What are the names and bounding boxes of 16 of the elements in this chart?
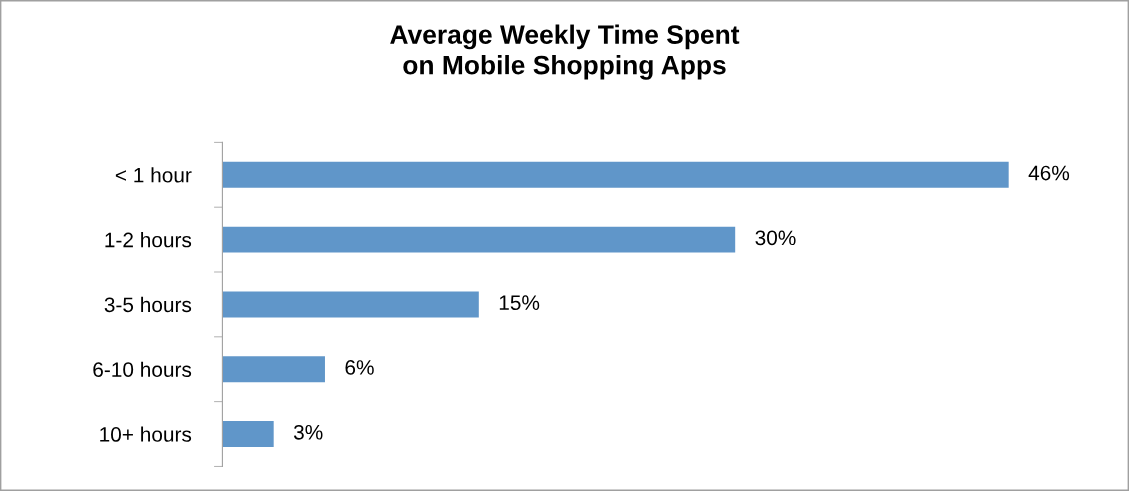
chart-title: Average Weekly Time Spent on Mobile Shopping Apps bbox=[390, 24, 740, 80]
bar bbox=[222, 356, 325, 383]
y-tick-label: 10+ hours bbox=[100, 426, 192, 442]
data-label: 30% bbox=[755, 230, 796, 246]
y-tick-label: 6-10 hours bbox=[93, 361, 192, 377]
bar bbox=[222, 291, 479, 318]
bar bbox=[222, 226, 736, 253]
bar bbox=[222, 161, 1009, 188]
bar bbox=[222, 421, 274, 448]
data-label: 6% bbox=[345, 360, 374, 375]
y-tick-label: < 1 hour bbox=[115, 167, 192, 183]
data-label: 15% bbox=[499, 295, 540, 311]
y-tick-label: 1-2 hours bbox=[105, 232, 192, 248]
y-tick-label: 3-5 hours bbox=[104, 296, 192, 313]
data-label: 3% bbox=[293, 424, 323, 440]
data-label: 46% bbox=[1028, 165, 1070, 181]
